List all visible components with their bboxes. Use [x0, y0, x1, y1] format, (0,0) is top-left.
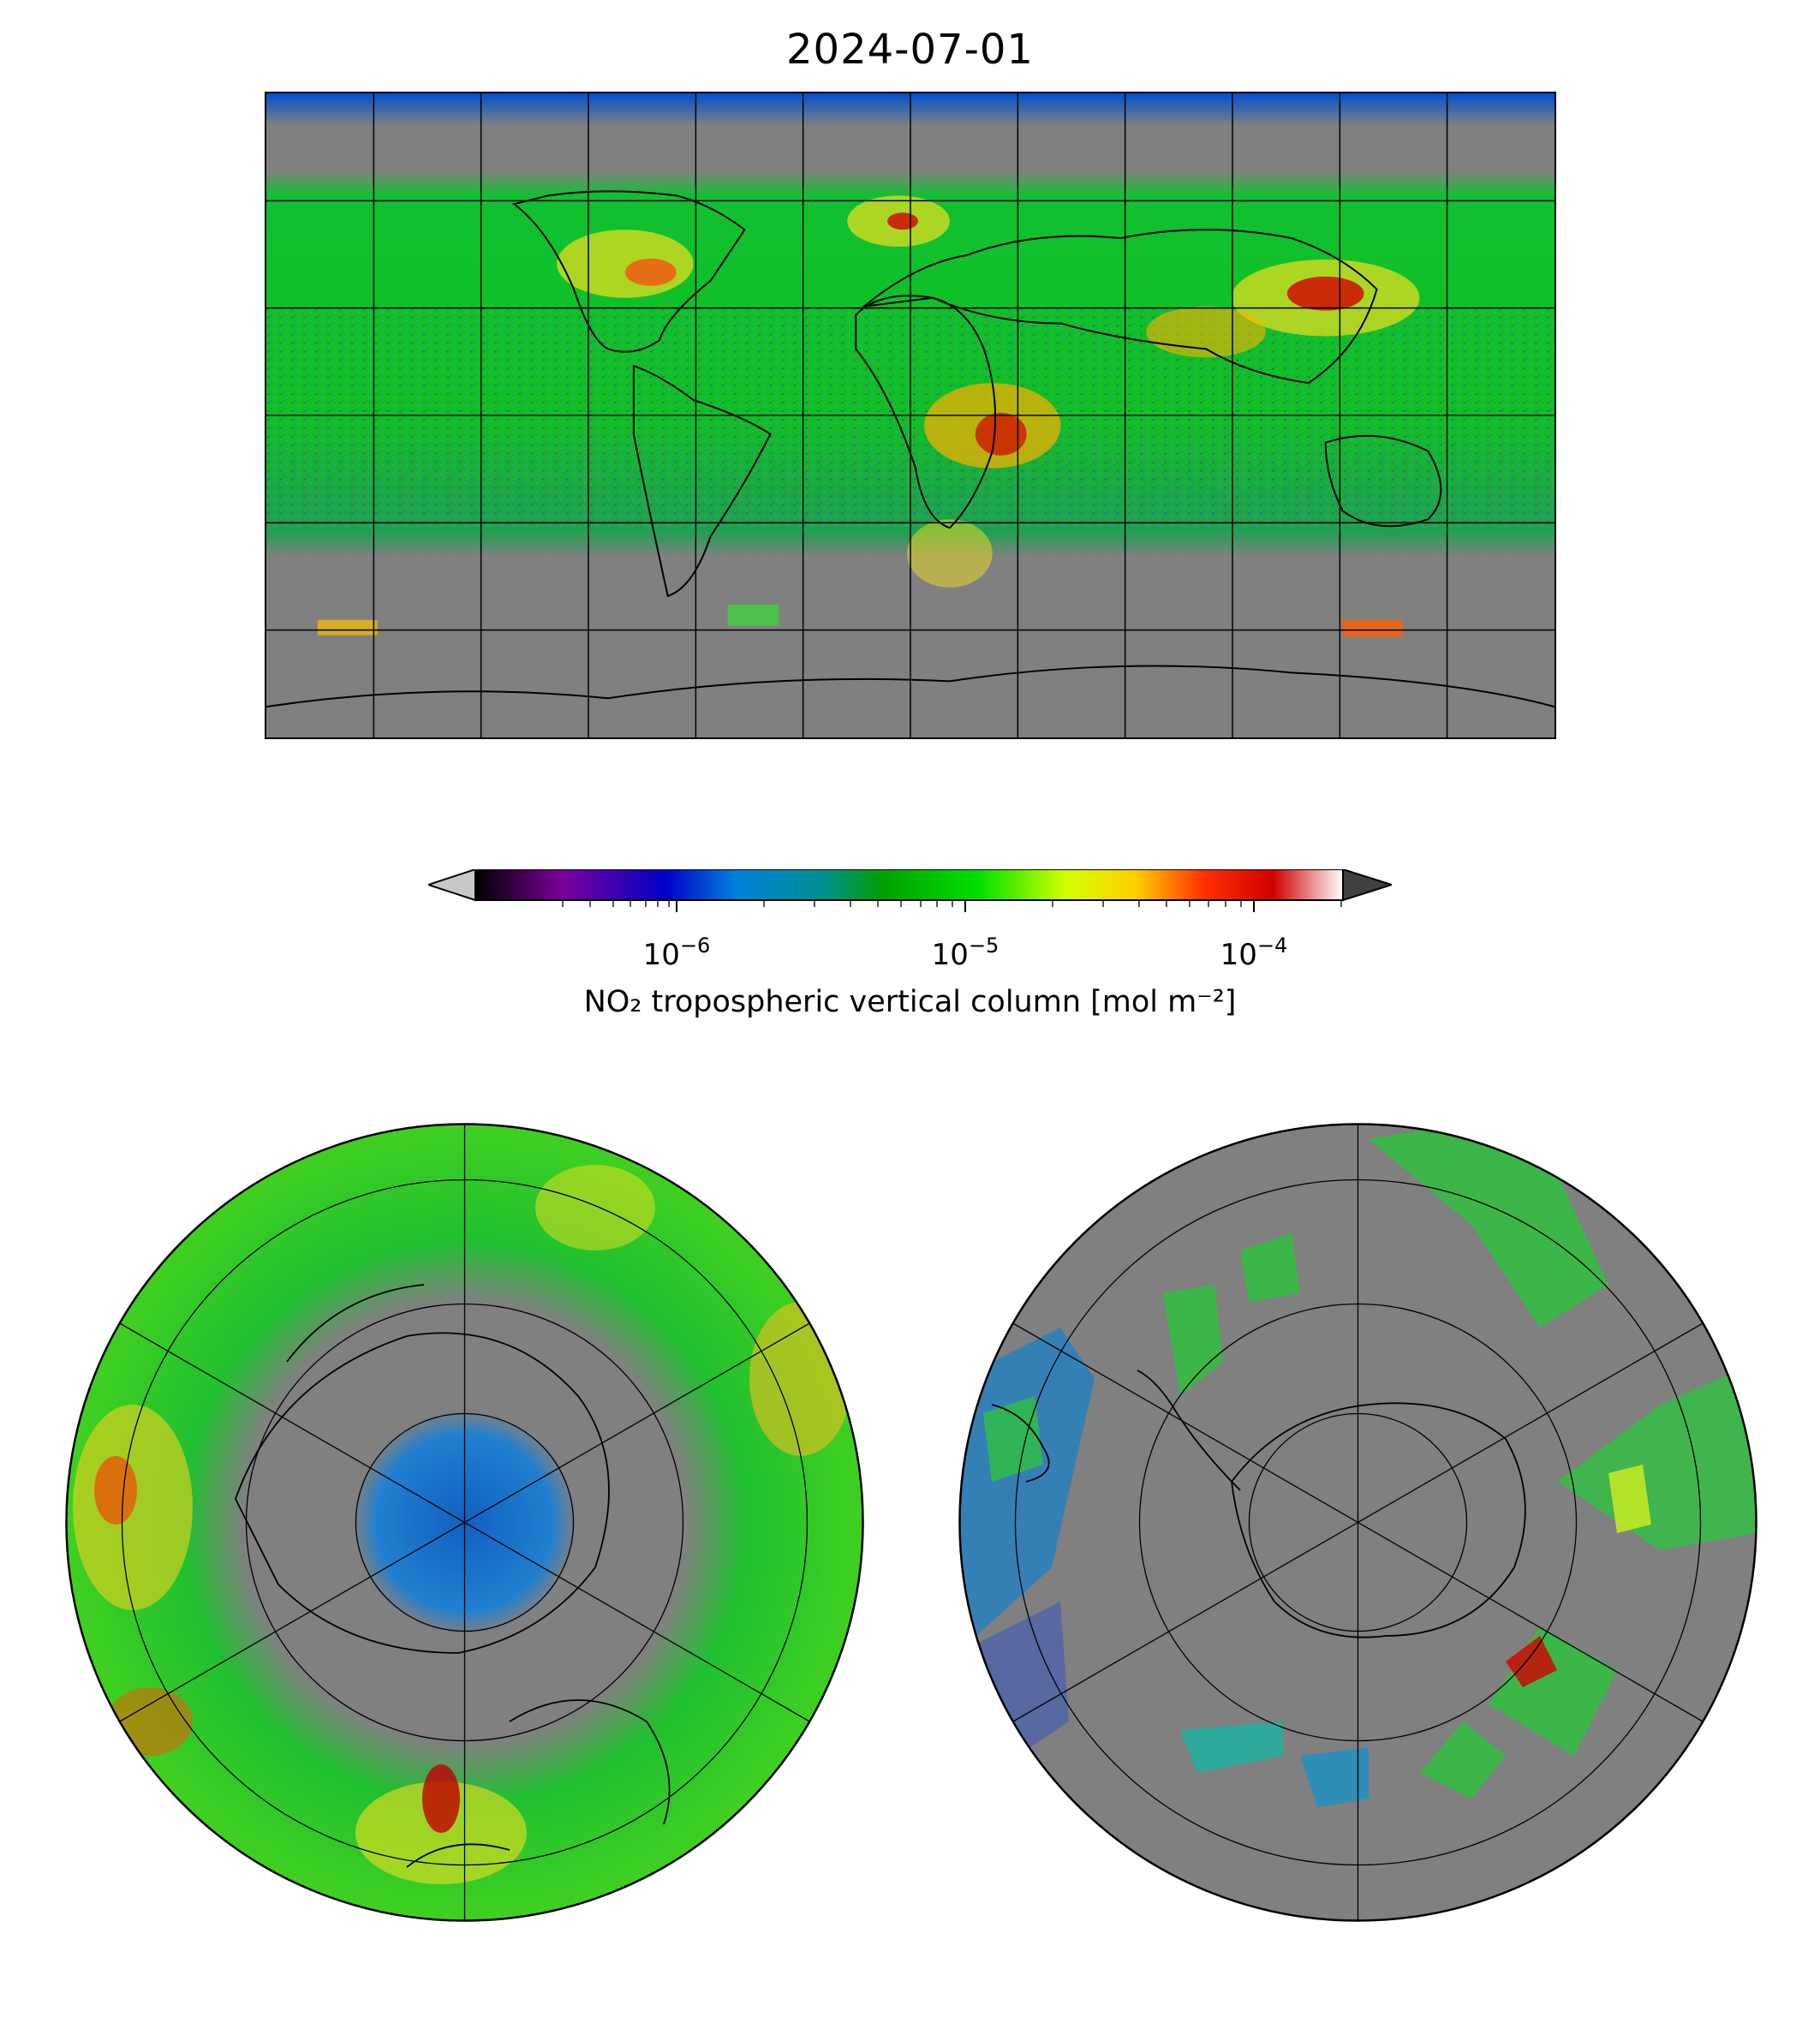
south-polar-map — [958, 1123, 1757, 1922]
north-polar-map — [65, 1123, 864, 1922]
colorbar-tick-1e-5: 10−5 — [931, 934, 1000, 972]
colorbar-tick-1e-6: 10−6 — [642, 934, 711, 972]
global-no2-map — [265, 92, 1556, 739]
colorbar-over-triangle — [1342, 869, 1392, 902]
figure-title: 2024-07-01 — [786, 26, 1034, 74]
colorbar-under-triangle — [428, 869, 476, 902]
colorbar-tick-1e-4: 10−4 — [1220, 934, 1288, 972]
colorbar — [428, 869, 1392, 912]
colorbar-label: NO₂ tropospheric vertical column [mol m⁻… — [583, 985, 1237, 1019]
colorbar-gradient — [474, 869, 1344, 901]
